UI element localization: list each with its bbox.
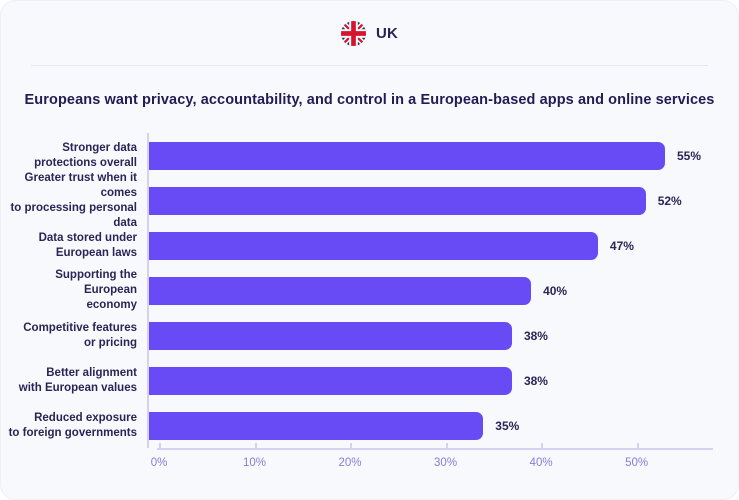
bar-track: 38%	[147, 358, 701, 403]
axis-tick-label: 40%	[529, 457, 553, 469]
axis-tick	[636, 443, 639, 450]
axis-tick-label: 0%	[150, 457, 168, 469]
bar	[149, 231, 598, 260]
category-label: Supporting the European economy	[55, 269, 137, 311]
bar-track: 38%	[147, 313, 701, 358]
value-label: 38%	[523, 328, 548, 343]
category-label: Greater trust when it comes to processing…	[10, 171, 137, 229]
bar-track: 52%	[147, 178, 701, 223]
chart-row: Reduced exposure to foreign governments 35…	[1, 403, 738, 448]
category-label: Data stored under European laws	[38, 231, 137, 259]
axis-tick-label: 50%	[625, 457, 649, 469]
header: UK	[1, 1, 738, 65]
x-axis: 0% 10% 20% 30% 40% 50%	[151, 443, 713, 478]
category-label: Competitive features or pricing	[23, 321, 137, 349]
uk-flag-icon	[340, 20, 366, 46]
value-label: 47%	[609, 238, 634, 253]
chart-row: Supporting the European economy 40%	[1, 268, 738, 313]
value-label: 38%	[523, 373, 548, 388]
bar-track: 47%	[147, 223, 701, 268]
axis-tick-label: 20%	[338, 457, 362, 469]
axis-tick	[350, 443, 353, 450]
bar	[149, 276, 532, 305]
value-label: 55%	[676, 148, 701, 163]
bar-track: 40%	[147, 268, 701, 313]
bar	[149, 186, 646, 215]
chart-row: Competitive features or pricing 38%	[1, 313, 738, 358]
country-label: UK	[375, 24, 399, 42]
axis-tick	[159, 443, 161, 450]
chart-row: Better alignment with European values 38%	[1, 358, 738, 403]
chart-rows: Stronger data protections overall 55% Great…	[1, 133, 738, 448]
value-label: 35%	[495, 418, 520, 433]
chart-row: Data stored under European laws 47%	[1, 223, 738, 268]
bar	[149, 321, 512, 350]
category-label: Reduced exposure to foreign governments	[8, 411, 137, 439]
value-label: 40%	[543, 283, 568, 298]
bar-track: 35%	[147, 403, 701, 448]
axis-tick-label: 30%	[434, 457, 458, 469]
axis-tick	[445, 443, 448, 450]
axis-tick-label: 10%	[243, 457, 267, 469]
header-divider	[31, 65, 708, 66]
bar	[149, 411, 484, 440]
chart-title: Europeans want privacy, accountability, …	[24, 92, 715, 108]
value-label: 52%	[657, 193, 682, 208]
bar-chart: Stronger data protections overall 55% Great…	[1, 133, 738, 478]
chart-row: Greater trust when it comes to processing…	[1, 172, 738, 229]
category-label: Stronger data protections overall	[34, 141, 137, 169]
category-label: Better alignment with European values	[18, 366, 137, 394]
chart-row: Stronger data protections overall 55%	[1, 133, 738, 178]
bar	[149, 141, 665, 170]
axis-tick	[541, 443, 544, 450]
axis-tick	[254, 443, 257, 450]
bar	[149, 366, 512, 395]
bar-track: 55%	[147, 133, 701, 178]
